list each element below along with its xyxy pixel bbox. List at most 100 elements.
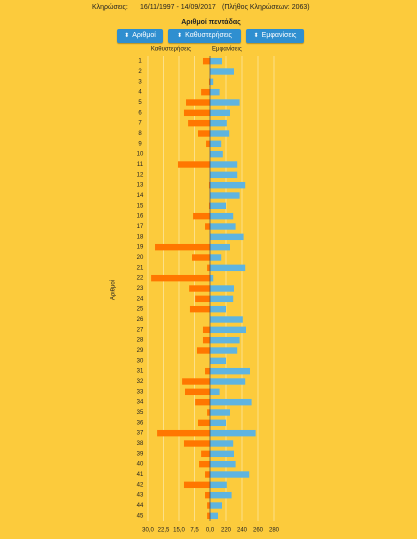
bar	[196, 347, 210, 354]
bar	[199, 460, 210, 468]
bar	[210, 171, 238, 179]
y-tick-label: 26	[137, 317, 144, 323]
y-tick-label: 23	[137, 286, 144, 292]
sort-button[interactable]: ⬍ Αριθμοί	[117, 29, 163, 43]
y-tick-label: 20	[137, 255, 144, 261]
y-tick-label: 21	[137, 265, 144, 271]
button-label: Εμφανίσεις	[261, 32, 297, 39]
y-tick-label: 5	[138, 100, 142, 106]
bar	[189, 285, 210, 292]
bar	[186, 99, 210, 106]
header-range: 16/11/1997 - 14/09/2017	[140, 4, 216, 11]
bar	[202, 336, 210, 344]
bar	[205, 491, 210, 499]
bar	[210, 440, 234, 447]
y-tick-label: 17	[137, 224, 144, 230]
button-label: Καθυστερήσεις	[185, 32, 232, 39]
y-tick-label: 8	[138, 131, 142, 137]
bar	[210, 460, 236, 468]
bar	[210, 305, 226, 313]
y-tick-label: 43	[137, 493, 144, 499]
bar	[210, 378, 246, 385]
bar	[192, 254, 210, 261]
x2-tick-label: 220	[221, 528, 232, 534]
bar	[210, 481, 227, 489]
bar	[188, 119, 210, 127]
bar	[210, 88, 220, 96]
bar	[210, 285, 234, 292]
y-tick-label: 15	[137, 203, 144, 209]
y-tick-label: 40	[137, 462, 144, 468]
y-tick-label: 29	[137, 348, 144, 354]
bar	[210, 326, 246, 334]
bar	[157, 429, 210, 437]
y-tick-label: 34	[137, 400, 144, 406]
bar	[210, 471, 250, 478]
y-tick-label: 44	[137, 503, 144, 509]
y-tick-label: 6	[138, 110, 142, 116]
y-tick-label: 12	[137, 172, 144, 178]
y-tick-label: 32	[137, 379, 144, 385]
bar	[208, 78, 210, 86]
y-tick-label: 13	[137, 183, 144, 189]
bar	[183, 481, 210, 489]
x-tick-label: 7,5	[190, 528, 199, 534]
y-axis-label: Αριθμοί	[111, 279, 117, 300]
y-tick-label: 27	[137, 327, 144, 333]
y-tick-label: 39	[137, 451, 144, 457]
y-tick-label: 37	[137, 431, 144, 437]
chart-title: Αριθμοί πεντάδας	[181, 19, 241, 26]
bar	[210, 223, 236, 230]
bar	[202, 326, 210, 334]
bar	[210, 119, 227, 127]
bar	[195, 295, 210, 303]
y-tick-label: 19	[137, 245, 144, 251]
y-tick-label: 24	[137, 296, 144, 302]
bar	[210, 233, 244, 241]
x2-tick-label: 280	[269, 528, 280, 534]
bar	[202, 57, 210, 65]
y-tick-label: 22	[137, 276, 144, 282]
y-tick-label: 25	[137, 307, 144, 313]
legend-label: Εμφανίσεις	[212, 47, 242, 53]
bar	[183, 109, 210, 117]
bar	[210, 316, 243, 323]
y-tick-label: 9	[138, 141, 142, 147]
bar	[201, 88, 210, 96]
y-tick-label: 7	[138, 121, 142, 127]
y-tick-label: 2	[138, 69, 142, 75]
bar	[208, 181, 210, 189]
bar	[210, 68, 234, 75]
y-tick-label: 14	[137, 193, 144, 199]
bar	[183, 440, 210, 447]
bar	[184, 388, 210, 396]
bar	[210, 398, 252, 406]
bar	[210, 429, 256, 437]
bar	[206, 140, 210, 148]
bar	[198, 130, 210, 137]
y-tick-label: 42	[137, 482, 144, 488]
bar	[155, 243, 210, 251]
bar	[210, 192, 240, 199]
bar	[210, 502, 222, 509]
y-tick-label: 45	[137, 513, 144, 519]
bar	[193, 212, 210, 220]
bar	[151, 274, 210, 282]
bar	[210, 161, 238, 168]
header-label: Κληρώσεις:	[92, 3, 128, 11]
bar	[210, 419, 226, 427]
sort-button[interactable]: ⬍ Καθυστερήσεις	[168, 29, 241, 43]
bar	[210, 295, 234, 303]
header-count: (Πλήθος Κληρώσεων: 2063)	[222, 3, 310, 11]
y-tick-label: 18	[137, 234, 144, 240]
x-tick-label: 0,0	[206, 528, 215, 534]
bar	[210, 274, 214, 282]
y-tick-label: 41	[137, 472, 144, 478]
bar	[210, 347, 238, 354]
bar	[177, 161, 210, 168]
bar	[207, 512, 210, 520]
sort-button[interactable]: ⬍ Εμφανίσεις	[246, 29, 304, 43]
y-tick-label: 38	[137, 441, 144, 447]
